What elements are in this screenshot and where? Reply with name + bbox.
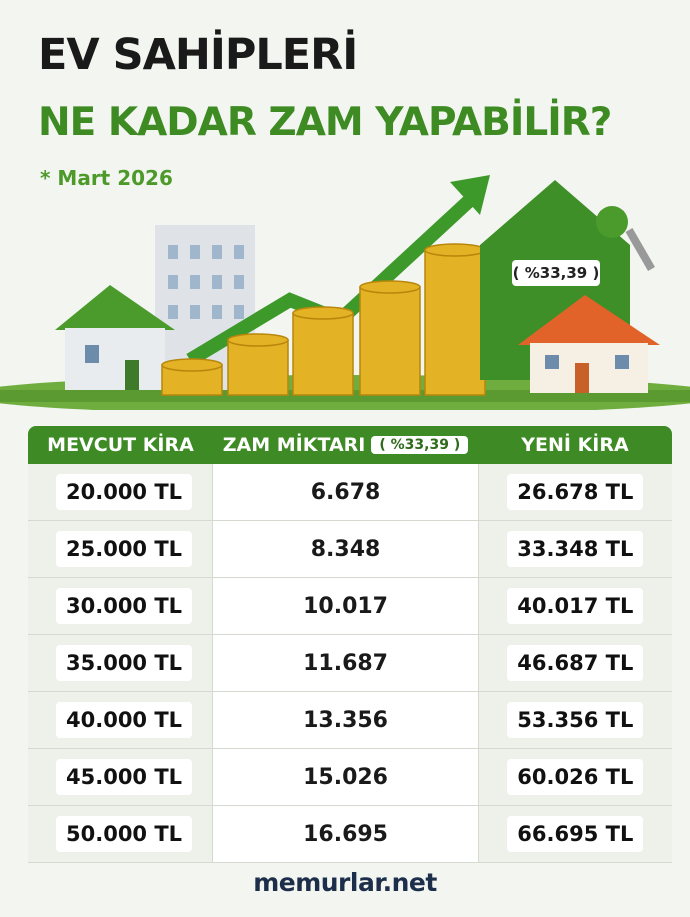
current-rent: 50.000 TL	[56, 816, 193, 852]
cell: 33.348 TL	[479, 521, 672, 577]
table-row: 30.000 TL 10.017 40.017 TL	[28, 578, 672, 635]
increase-amount: 13.356	[212, 692, 479, 748]
table-row: 40.000 TL 13.356 53.356 TL	[28, 692, 672, 749]
increase-amount: 15.026	[212, 749, 479, 805]
column-header-group: ZAM MİKTARI ( %33,39 )	[213, 434, 478, 456]
title: EV SAHİPLERİ	[38, 30, 358, 80]
column-header: YENİ KİRA	[521, 434, 629, 456]
date: * Mart 2026	[40, 166, 173, 190]
new-rent: 40.017 TL	[507, 588, 644, 624]
cell: 50.000 TL	[28, 806, 212, 862]
table-header: MEVCUT KİRA ZAM MİKTARI ( %33,39 ) YENİ K…	[28, 426, 672, 464]
current-rent: 30.000 TL	[56, 588, 193, 624]
new-rent: 60.026 TL	[507, 759, 644, 795]
current-rent: 35.000 TL	[56, 645, 193, 681]
rent-table: MEVCUT KİRA ZAM MİKTARI ( %33,39 ) YENİ K…	[28, 426, 672, 863]
table-row: 25.000 TL 8.348 33.348 TL	[28, 521, 672, 578]
increase-amount: 16.695	[212, 806, 479, 862]
table-row: 20.000 TL 6.678 26.678 TL	[28, 464, 672, 521]
column-header: MEVCUT KİRA	[47, 434, 194, 456]
new-rent: 26.678 TL	[507, 474, 644, 510]
new-rent: 66.695 TL	[507, 816, 644, 852]
new-rent: 53.356 TL	[507, 702, 644, 738]
illustration-label: ( %33,39 )	[513, 264, 600, 282]
current-rent: 20.000 TL	[56, 474, 193, 510]
cell: 30.000 TL	[28, 578, 212, 634]
cell: 35.000 TL	[28, 635, 212, 691]
new-rent: 46.687 TL	[507, 645, 644, 681]
cell: 26.678 TL	[479, 464, 672, 520]
increase-amount: 10.017	[212, 578, 479, 634]
cell: 40.000 TL	[28, 692, 212, 748]
cell: 20.000 TL	[28, 464, 212, 520]
increase-amount: 6.678	[212, 464, 479, 520]
cell: 53.356 TL	[479, 692, 672, 748]
current-rent: 40.000 TL	[56, 702, 193, 738]
cell: 40.017 TL	[479, 578, 672, 634]
increase-amount: 11.687	[212, 635, 479, 691]
new-rent: 33.348 TL	[507, 531, 644, 567]
cell: 66.695 TL	[479, 806, 672, 862]
table-row: 35.000 TL 11.687 46.687 TL	[28, 635, 672, 692]
table-row: 50.000 TL 16.695 66.695 TL	[28, 806, 672, 863]
current-rent: 45.000 TL	[56, 759, 193, 795]
column-header: ZAM MİKTARI	[222, 434, 366, 456]
current-rent: 25.000 TL	[56, 531, 193, 567]
subtitle: NE KADAR ZAM YAPABİLİR?	[38, 100, 612, 145]
table-row: 45.000 TL 15.026 60.026 TL	[28, 749, 672, 806]
cell: 25.000 TL	[28, 521, 212, 577]
table-body: 20.000 TL 6.678 26.678 TL 25.000 TL 8.348 33.…	[28, 464, 672, 863]
cell: 60.026 TL	[479, 749, 672, 805]
cell: 45.000 TL	[28, 749, 212, 805]
rate-badge: ( %33,39 )	[371, 436, 469, 454]
cell: 46.687 TL	[479, 635, 672, 691]
increase-amount: 8.348	[212, 521, 479, 577]
brand: memurlar.net	[253, 868, 437, 897]
illustration: ( %33,39 )	[0, 175, 690, 410]
